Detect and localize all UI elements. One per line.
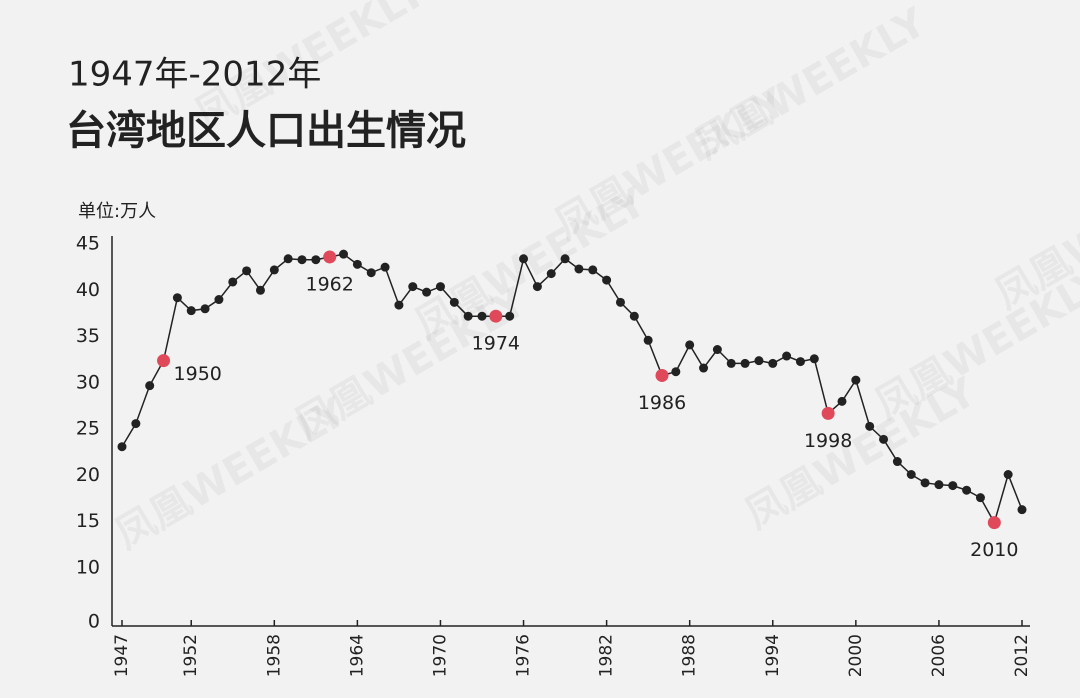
- highlight-label: 1986: [638, 392, 686, 414]
- y-tick-label: 30: [76, 371, 100, 393]
- data-point: [879, 434, 889, 444]
- data-point: [532, 282, 542, 292]
- y-tick-label: 0: [88, 611, 100, 633]
- data-point: [519, 254, 529, 264]
- data-point: [962, 485, 972, 495]
- y-tick-label: 40: [76, 279, 100, 301]
- data-point: [1017, 505, 1027, 515]
- data-point: [269, 265, 279, 275]
- data-point: [574, 264, 584, 274]
- data-point: [726, 358, 736, 368]
- x-tick-label: 1994: [763, 634, 783, 677]
- data-point: [214, 295, 224, 305]
- data-point: [685, 340, 695, 350]
- y-tick-label: 20: [76, 464, 100, 486]
- data-point: [255, 285, 265, 295]
- x-tick-label: 1982: [597, 634, 617, 677]
- data-point: [408, 282, 418, 292]
- x-tick-label: 2006: [929, 634, 949, 677]
- data-point: [117, 442, 127, 452]
- data-point: [297, 255, 307, 265]
- x-tick-label: 1970: [430, 634, 450, 677]
- x-tick-label: 1952: [181, 634, 201, 677]
- x-tick-label: 1947: [112, 634, 132, 677]
- y-tick-label: 45: [76, 233, 100, 255]
- watermark: 凤凰WEEKLY: [688, 0, 935, 168]
- data-point: [242, 266, 252, 276]
- data-point: [352, 259, 362, 269]
- data-point: [366, 268, 376, 278]
- y-tick-label: 35: [76, 325, 100, 347]
- data-point: [782, 351, 792, 361]
- data-point: [145, 381, 155, 391]
- highlight-point: [821, 406, 835, 420]
- data-point: [435, 282, 445, 292]
- data-point: [200, 304, 210, 314]
- highlight-point: [323, 250, 337, 264]
- data-point: [837, 396, 847, 406]
- data-point: [795, 357, 805, 367]
- data-point: [1003, 470, 1013, 480]
- x-tick-label: 1988: [680, 634, 700, 677]
- data-point: [851, 375, 861, 385]
- data-point: [394, 300, 404, 310]
- highlight-point: [655, 368, 669, 382]
- x-tick-label: 1964: [347, 634, 367, 677]
- data-point: [892, 457, 902, 467]
- data-point: [975, 493, 985, 503]
- data-point: [477, 311, 487, 321]
- data-point: [906, 470, 916, 480]
- highlight-point: [157, 354, 171, 368]
- highlight-point: [987, 516, 1001, 530]
- data-point: [546, 269, 556, 279]
- data-point: [186, 306, 196, 316]
- data-point: [699, 363, 709, 373]
- data-point: [131, 419, 141, 429]
- data-point: [615, 297, 625, 307]
- data-point: [283, 254, 293, 264]
- highlight-label: 1950: [174, 363, 222, 385]
- x-tick-label: 1976: [514, 634, 534, 677]
- chart-title: 台湾地区人口出生情况: [66, 108, 466, 154]
- data-point: [449, 297, 459, 307]
- x-tick-label: 2000: [846, 634, 866, 677]
- data-point: [380, 262, 390, 272]
- highlight-label: 1974: [472, 333, 520, 355]
- data-point: [948, 481, 958, 491]
- chart-subtitle: 1947年-2012年: [68, 55, 321, 95]
- data-point: [754, 356, 764, 366]
- data-point: [172, 293, 182, 303]
- data-point: [629, 311, 639, 321]
- data-point: [228, 277, 238, 287]
- highlight-label: 1962: [306, 273, 354, 295]
- data-point: [560, 254, 570, 264]
- x-tick-label: 1958: [264, 634, 284, 677]
- data-point: [339, 249, 349, 259]
- data-point: [809, 354, 819, 364]
- data-point: [311, 255, 321, 265]
- data-point: [740, 358, 750, 368]
- highlight-label: 2010: [970, 539, 1018, 561]
- data-point: [920, 478, 930, 488]
- data-point: [865, 421, 875, 431]
- y-tick-label: 10: [76, 557, 100, 579]
- y-tick-label: 25: [76, 418, 100, 440]
- data-point: [712, 345, 722, 355]
- data-point: [588, 265, 598, 275]
- data-point: [505, 311, 515, 321]
- data-point: [422, 287, 432, 297]
- y-tick-label: 15: [76, 510, 100, 532]
- data-point: [934, 480, 944, 490]
- data-point: [602, 275, 612, 285]
- data-point: [643, 335, 653, 345]
- data-point: [768, 358, 778, 368]
- y-unit-label: 单位:万人: [78, 201, 156, 222]
- x-tick-label: 2012: [1012, 634, 1032, 677]
- highlight-point: [489, 309, 503, 323]
- highlight-label: 1998: [804, 430, 852, 452]
- data-point: [463, 311, 473, 321]
- data-point: [671, 367, 681, 377]
